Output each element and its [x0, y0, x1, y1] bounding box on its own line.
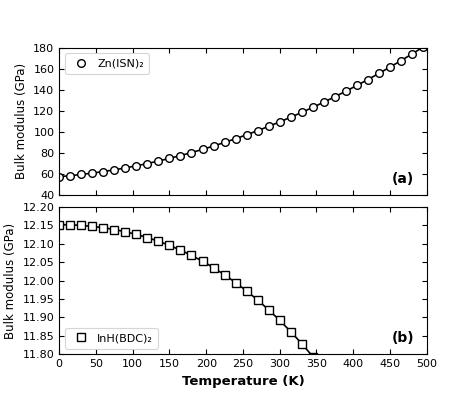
- Zn(ISN)₂: [200, 147, 205, 152]
- Zn(ISN)₂: [155, 159, 161, 164]
- Zn(ISN)₂: [100, 169, 106, 174]
- InH(BDC)₂: [299, 341, 304, 346]
- Zn(ISN)₂: [277, 119, 283, 124]
- Zn(ISN)₂: [376, 71, 382, 76]
- Zn(ISN)₂: [244, 133, 249, 137]
- InH(BDC)₂: [67, 222, 73, 227]
- Zn(ISN)₂: [210, 144, 216, 148]
- InH(BDC)₂: [145, 235, 150, 240]
- Zn(ISN)₂: [145, 161, 150, 166]
- Zn(ISN)₂: [387, 65, 392, 70]
- Zn(ISN)₂: [134, 164, 139, 168]
- InH(BDC)₂: [222, 273, 228, 277]
- InH(BDC)₂: [178, 248, 183, 253]
- InH(BDC)₂: [134, 232, 139, 237]
- Y-axis label: Bulk modulus (GPa): Bulk modulus (GPa): [15, 63, 27, 179]
- Zn(ISN)₂: [67, 173, 73, 178]
- Legend: InH(BDC)₂: InH(BDC)₂: [65, 328, 158, 349]
- Zn(ISN)₂: [56, 174, 62, 179]
- Zn(ISN)₂: [178, 153, 183, 158]
- Zn(ISN)₂: [166, 156, 172, 161]
- Zn(ISN)₂: [288, 115, 293, 120]
- InH(BDC)₂: [155, 239, 161, 244]
- InH(BDC)₂: [210, 265, 216, 270]
- Zn(ISN)₂: [189, 150, 194, 155]
- InH(BDC)₂: [310, 354, 316, 359]
- InH(BDC)₂: [277, 318, 283, 323]
- Zn(ISN)₂: [321, 100, 327, 105]
- InH(BDC)₂: [321, 368, 327, 373]
- Y-axis label: Bulk modulus (GPa): Bulk modulus (GPa): [4, 222, 17, 339]
- Zn(ISN)₂: [299, 110, 304, 115]
- Zn(ISN)₂: [310, 105, 316, 110]
- InH(BDC)₂: [122, 229, 128, 234]
- X-axis label: Temperature (K): Temperature (K): [182, 375, 304, 388]
- Zn(ISN)₂: [398, 58, 404, 63]
- InH(BDC)₂: [266, 308, 272, 312]
- Legend: Zn(ISN)₂: Zn(ISN)₂: [65, 53, 149, 74]
- InH(BDC)₂: [166, 243, 172, 248]
- Zn(ISN)₂: [409, 52, 415, 57]
- Text: (a): (a): [392, 172, 414, 186]
- Zn(ISN)₂: [332, 94, 337, 99]
- Line: Zn(ISN)₂: Zn(ISN)₂: [55, 43, 427, 181]
- Zn(ISN)₂: [90, 171, 95, 176]
- InH(BDC)₂: [244, 289, 249, 293]
- InH(BDC)₂: [288, 329, 293, 334]
- Text: (b): (b): [392, 332, 414, 345]
- InH(BDC)₂: [332, 382, 337, 387]
- InH(BDC)₂: [90, 224, 95, 229]
- Zn(ISN)₂: [111, 168, 117, 172]
- Zn(ISN)₂: [122, 166, 128, 170]
- InH(BDC)₂: [233, 280, 238, 285]
- Zn(ISN)₂: [343, 89, 348, 94]
- InH(BDC)₂: [255, 298, 261, 302]
- Line: InH(BDC)₂: InH(BDC)₂: [55, 221, 427, 398]
- InH(BDC)₂: [100, 225, 106, 230]
- Zn(ISN)₂: [266, 124, 272, 129]
- InH(BDC)₂: [78, 223, 84, 228]
- Zn(ISN)₂: [420, 45, 426, 50]
- Zn(ISN)₂: [233, 136, 238, 141]
- Zn(ISN)₂: [78, 172, 84, 177]
- Zn(ISN)₂: [222, 140, 228, 145]
- Zn(ISN)₂: [354, 83, 360, 88]
- Zn(ISN)₂: [365, 77, 371, 82]
- InH(BDC)₂: [111, 227, 117, 232]
- InH(BDC)₂: [56, 222, 62, 227]
- InH(BDC)₂: [189, 253, 194, 258]
- InH(BDC)₂: [200, 259, 205, 264]
- Zn(ISN)₂: [255, 128, 261, 133]
